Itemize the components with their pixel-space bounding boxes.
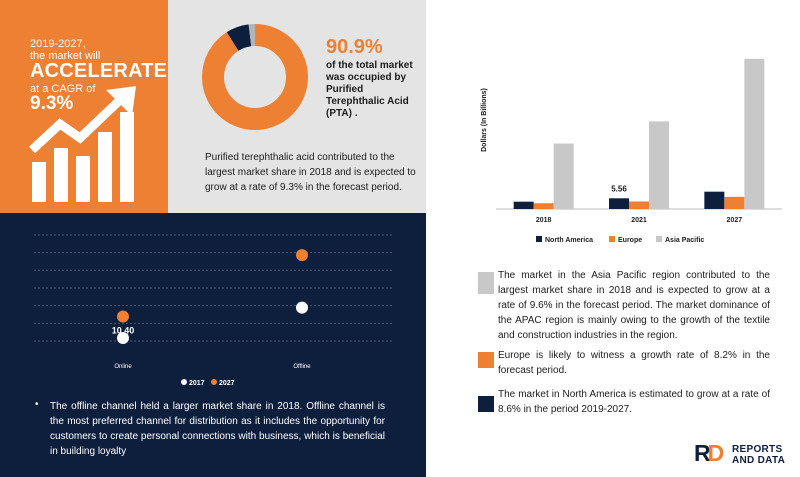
channel-note-bullet: • bbox=[35, 399, 39, 410]
bar-north-america-2018 bbox=[513, 201, 534, 209]
bar-legend-marker-asia-pacific bbox=[656, 236, 662, 242]
channel-dot-2017-online bbox=[117, 332, 129, 345]
bar-category-label-2027: 2027 bbox=[727, 217, 743, 224]
bar-legend-label-europe: Europe bbox=[618, 237, 642, 244]
channel-category-label-online: Online bbox=[114, 364, 132, 370]
channel-legend-marker-2027 bbox=[211, 379, 217, 385]
bar-asia-pacific-2021 bbox=[649, 121, 669, 209]
bar-legend-label-north-america: North America bbox=[545, 237, 593, 244]
north-america-note-text: The market in North America is estimated… bbox=[498, 389, 770, 415]
regional-bar-chart: 2018 2021 2027 5.56 Dollars (In Billions) Nor… bbox=[481, 58, 782, 244]
channel-data-label: 10.40 bbox=[112, 325, 135, 335]
pta-share-body: Purified terephthalic acid contributed t… bbox=[205, 152, 416, 193]
channel-dot-2017-offline bbox=[296, 301, 308, 314]
cagr-period-text: 2019-2027, bbox=[30, 38, 86, 50]
channel-category-label-offline: Offline bbox=[293, 364, 311, 370]
bar-legend-label-asia-pacific: Asia Pacific bbox=[665, 237, 704, 244]
pta-share-percent: 90.9% bbox=[326, 36, 383, 58]
channel-legend-marker-2017 bbox=[181, 379, 187, 385]
bar-asia-pacific-2018 bbox=[553, 143, 574, 209]
cagr-headline: ACCELERATE bbox=[30, 60, 168, 82]
asia-pacific-note-text: The market in the Asia Pacific region co… bbox=[498, 270, 770, 341]
channel-dot-chart: Online Offline 10.40 2017 2027 bbox=[34, 234, 392, 387]
bar-legend-marker-north-america bbox=[536, 236, 542, 242]
bar-legend-marker-europe bbox=[609, 236, 615, 242]
logo-text-line2: AND DATA bbox=[732, 455, 786, 466]
donut-slice-purified-terephthalic-acid-pta bbox=[202, 24, 308, 130]
cagr-value: 9.3% bbox=[30, 93, 74, 114]
bar-asia-pacific-2027 bbox=[744, 58, 765, 209]
bar-data-label: 5.56 bbox=[611, 184, 627, 193]
regions-panel: 2018 2021 2027 5.56 Dollars (In Billions) Nor… bbox=[426, 0, 800, 477]
bar-europe-2027 bbox=[724, 196, 745, 209]
asia-pacific-legend-square bbox=[478, 272, 494, 294]
cagr-panel: 2019-2027, the market will ACCELERATE at… bbox=[0, 0, 168, 213]
channel-dot-2027-online bbox=[117, 310, 129, 323]
donut-slice-other-2 bbox=[202, 24, 308, 130]
europe-legend-square bbox=[478, 352, 494, 368]
bar-europe-2018 bbox=[533, 203, 554, 209]
logo-mark: RD bbox=[694, 440, 724, 466]
pta-share-donut-chart bbox=[202, 24, 308, 130]
bar-y-axis-label: Dollars (In Billions) bbox=[481, 88, 488, 152]
channel-legend-label-2017: 2017 bbox=[189, 380, 205, 387]
channel-dot-2027-offline bbox=[296, 249, 308, 262]
channel-panel: Online Offline 10.40 2017 2027 • The offline… bbox=[0, 213, 426, 477]
europe-note-text: Europe is likely to witness a growth rat… bbox=[498, 350, 770, 376]
bar-category-label-2018: 2018 bbox=[536, 217, 552, 224]
bar-north-america-2027 bbox=[704, 191, 725, 209]
pta-share-panel: 90.9% of the total market was occupied b… bbox=[168, 0, 426, 213]
bar-europe-2021 bbox=[629, 201, 649, 209]
cagr-intro-text: the market will bbox=[30, 50, 101, 62]
channel-legend-label-2027: 2027 bbox=[219, 380, 235, 387]
north-america-legend-square bbox=[478, 396, 494, 412]
logo-text-line1: REPORTS bbox=[732, 444, 783, 455]
growth-chart-icon bbox=[28, 86, 136, 202]
pta-share-description: of the total market was occupied by Puri… bbox=[326, 60, 413, 119]
channel-note: The offline channel held a larger market… bbox=[50, 401, 385, 457]
cagr-label: at a CAGR of bbox=[30, 83, 96, 95]
bar-north-america-2021 bbox=[609, 198, 629, 209]
bar-category-label-2021: 2021 bbox=[631, 217, 647, 224]
